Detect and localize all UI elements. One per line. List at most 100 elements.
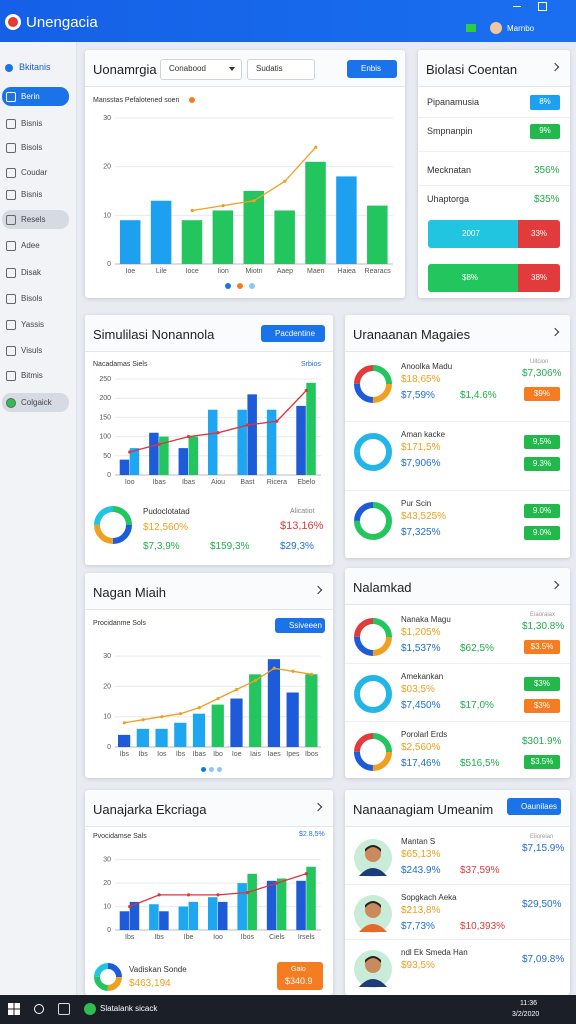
row-right-value: $301.9%	[522, 735, 562, 747]
y-tick-label: 20	[103, 164, 111, 171]
avatar	[354, 894, 392, 933]
row-value: $243.9%	[401, 865, 441, 876]
divider	[345, 489, 570, 491]
button-label[interactable]: Ssiveeen	[289, 620, 322, 630]
y-tick-label: 150	[99, 414, 111, 421]
nav-item[interactable]: Berin	[21, 92, 40, 101]
row-label: Smpnanpin	[427, 126, 473, 136]
bar	[159, 436, 169, 475]
search-icon[interactable]	[34, 1004, 44, 1014]
bar	[230, 698, 243, 747]
page-dot[interactable]	[201, 767, 206, 772]
donut-segment	[94, 963, 122, 991]
nav-item[interactable]: Coudar	[21, 168, 48, 177]
panel-title: Simulilasi Nonannola	[93, 327, 215, 342]
chart: 0 50 100 150 200 250 Ioo Ibas Ibas Aiou Bast Ricera…	[99, 376, 321, 486]
button[interactable]: Enbis	[347, 60, 397, 78]
bar	[129, 901, 140, 930]
nav-item[interactable]: Bisnis	[21, 119, 43, 128]
app-icon[interactable]	[84, 1003, 96, 1015]
select[interactable]: Conabood	[160, 59, 242, 80]
nav-item[interactable]: Colgaick	[21, 398, 52, 407]
avatar-body	[359, 923, 387, 932]
nav-item[interactable]: Bitmis	[21, 371, 43, 380]
y-tick-label: 10	[103, 714, 111, 721]
button-label[interactable]: Oaunilaes	[521, 801, 558, 811]
x-tick-label: Lile	[156, 268, 167, 275]
nav-item[interactable]: Visuls	[21, 346, 43, 355]
x-tick-label: Ibs	[138, 751, 148, 758]
bar	[155, 728, 168, 747]
bar	[150, 200, 172, 264]
x-tick-label: Ibs	[120, 751, 130, 758]
task-view-icon[interactable]	[58, 1003, 70, 1015]
trend-point	[304, 388, 308, 393]
page-dot[interactable]	[217, 767, 222, 772]
nav-active-bg	[2, 87, 69, 106]
taskbar: Slatalank sicack 11:36 3/2/2020	[0, 995, 576, 1024]
donut-icon	[354, 732, 392, 771]
y-tick-label: 100	[99, 434, 111, 441]
badge: 9.0%	[524, 503, 560, 518]
x-tick-label: Ciels	[269, 934, 285, 941]
button-label[interactable]: Enbis	[361, 64, 382, 73]
nav-item[interactable]: Bisnis	[21, 190, 43, 199]
start-button	[8, 1003, 20, 1015]
nav-item[interactable]: Bisols	[21, 143, 43, 152]
trend-point	[160, 715, 164, 719]
trend-point	[275, 419, 279, 423]
bar	[119, 220, 141, 264]
summary-label: Vadiskan Sonde	[129, 965, 187, 974]
nav-highlight-bg	[2, 210, 69, 229]
nav-item[interactable]: Bisols	[21, 294, 43, 303]
row-value: $7,59%	[401, 390, 435, 401]
nav-highlight-bg	[2, 393, 69, 412]
trend-point	[275, 881, 279, 885]
y-tick-label: 30	[103, 115, 111, 122]
donut-icon	[354, 433, 392, 472]
avatar-circle	[490, 22, 502, 34]
bar	[247, 873, 257, 930]
button[interactable]: Oaunilaes	[507, 798, 561, 815]
button[interactable]: Gaio $340.9	[277, 962, 323, 990]
x-tick-label: Ebelo	[297, 479, 315, 486]
avatar-body	[359, 868, 387, 876]
sidebar-logo	[5, 64, 13, 72]
panel-title: Uanajarka Ekcriaga	[93, 802, 207, 817]
trend-point	[235, 687, 239, 692]
page-dot[interactable]	[249, 283, 255, 289]
row-value: $171,5%	[401, 442, 441, 454]
page-dot[interactable]	[237, 283, 243, 289]
x-tick-label: Ioo	[125, 479, 135, 486]
page-dot[interactable]	[225, 283, 231, 289]
taskbar-app[interactable]: Slatalank sicack	[100, 1004, 158, 1013]
row-value: $62,5%	[460, 643, 494, 654]
donut-segment	[354, 732, 392, 771]
button-value[interactable]: $340.9	[285, 976, 313, 986]
magaies-panel: Uranaanan Magaies Anoolka Madu $18,65% $7,5…	[345, 315, 570, 558]
button-label[interactable]: Gaio	[291, 966, 306, 973]
start-tile	[8, 1009, 14, 1015]
panel-title: Nanaanagiam Umeanim	[353, 802, 494, 817]
page-dot[interactable]	[209, 767, 214, 772]
summary-value: $29,3%	[280, 541, 314, 552]
button-label[interactable]: Pacdentine	[275, 328, 316, 338]
x-tick-label: Ioce	[186, 268, 199, 275]
summary-value: $13,16%	[280, 520, 324, 532]
button[interactable]: Pacdentine	[261, 325, 325, 342]
panel-header	[418, 50, 570, 87]
badge: 8%	[530, 95, 560, 110]
summary-note: Alicatiot	[290, 508, 315, 515]
nav-item[interactable]: Yassis	[21, 320, 44, 329]
nav-item[interactable]: Resels	[21, 215, 46, 224]
button[interactable]: Ssiveeen	[275, 618, 325, 633]
y-tick-label: 30	[103, 653, 111, 660]
nav-item[interactable]: Adee	[21, 241, 40, 250]
nav-item[interactable]: Disak	[21, 268, 42, 277]
bar	[266, 409, 277, 475]
select-label[interactable]: Sudatis	[256, 64, 283, 73]
x-tick-label: Aaep	[277, 268, 293, 275]
select-label[interactable]: Conabood	[169, 64, 206, 73]
chart: 0 10 20 30 Ibs Ibs Ios Ibs Ibas Ibo Ioe Iais Iaes Ipe…	[103, 653, 321, 758]
select[interactable]: Sudatis	[247, 59, 315, 80]
